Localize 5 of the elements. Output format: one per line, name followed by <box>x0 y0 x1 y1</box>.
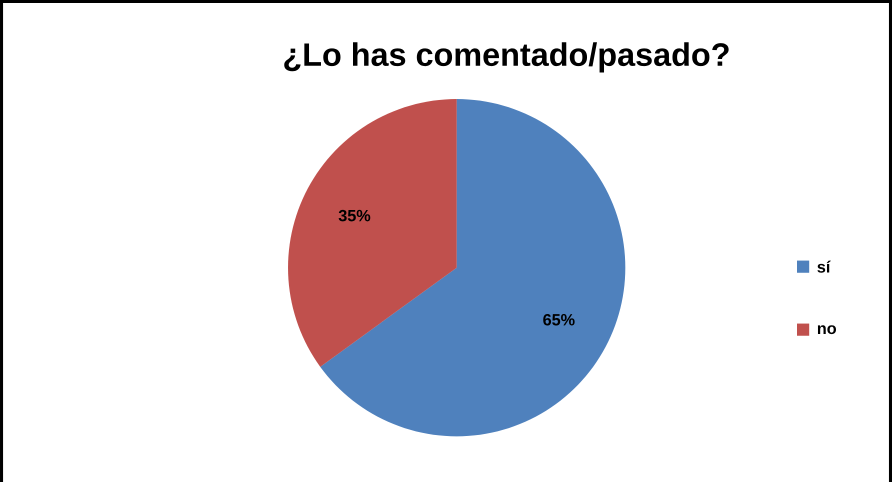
data-label: 35% <box>338 210 370 222</box>
legend-label: no <box>818 325 836 334</box>
legend-label: sí <box>817 260 831 273</box>
chart-title: ¿Lo has comentado/pasado? <box>284 42 729 73</box>
data-label: 65% <box>543 314 575 326</box>
